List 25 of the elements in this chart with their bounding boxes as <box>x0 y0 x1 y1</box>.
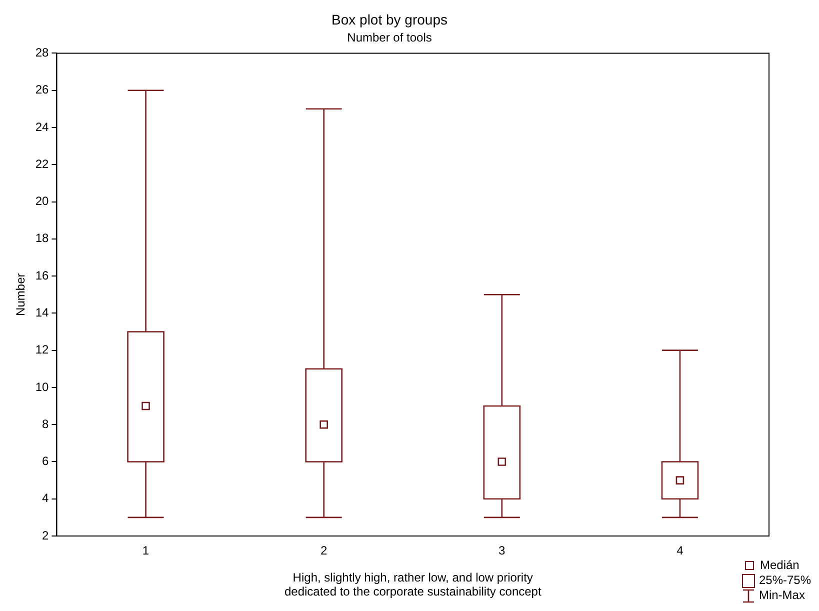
y-tick-label: 20 <box>35 194 50 208</box>
text: 25%-75% <box>758 573 811 587</box>
chart-subtitle: Number of tools <box>347 30 432 44</box>
y-tick-label: 26 <box>35 82 50 97</box>
y-tick-label: 12 <box>35 342 50 357</box>
x-tick-label: 1 <box>142 544 150 558</box>
y-tick-label: 8 <box>42 416 50 431</box>
y-tick-label: 14 <box>35 305 50 320</box>
x-axis-title: High, slightly high, rather low, and low priority dedicated to the corporate sustainability concept <box>284 570 542 598</box>
y-tick-label: 10 <box>35 380 50 394</box>
text: Medián <box>760 558 800 572</box>
chart-title: Box plot by groups <box>332 11 448 28</box>
y-tick-label: 22 <box>35 156 50 171</box>
x-tick-label: 3 <box>498 544 506 558</box>
y-tick-label: 18 <box>35 231 50 246</box>
text: Min-Max <box>758 588 805 602</box>
x-tick-label: 2 <box>320 544 328 558</box>
y-tick-label: 24 <box>35 120 50 134</box>
y-tick-label: 6 <box>42 454 50 468</box>
x-tick-label: 4 <box>676 544 684 558</box>
y-tick-label: 16 <box>35 268 50 282</box>
y-tick-label: 28 <box>35 46 50 60</box>
y-axis-title: Number <box>14 273 28 316</box>
y-tick-label: 2 <box>42 528 50 542</box>
y-tick-label: 4 <box>42 491 50 506</box>
